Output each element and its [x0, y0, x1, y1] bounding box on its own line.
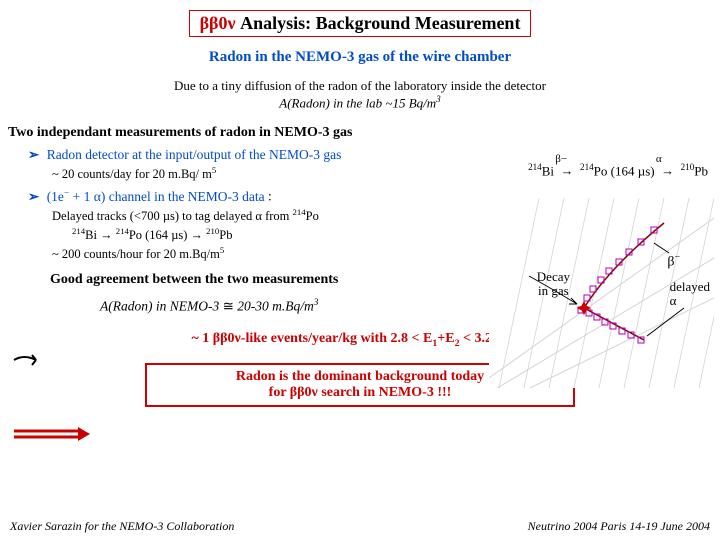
- title-box: ββ0ν Analysis: Background Measurement: [189, 10, 532, 37]
- due-line2: A(Radon) in the lab ~15 Bq/m3: [0, 94, 720, 111]
- bullet-2-sub3: ~ 200 counts/hour for 20 m.Bq/m5: [52, 245, 478, 262]
- bullet-2-sub1: Delayed tracks (<700 µs) to tag delayed …: [52, 207, 478, 224]
- decay-label: Decay in gas: [537, 270, 570, 299]
- beta-label: β−: [667, 252, 680, 271]
- decay-chain: 214Bi β−→ 214Po (164 µs) α→ 210Pb: [528, 162, 708, 179]
- title-row: ββ0ν Analysis: Background Measurement: [0, 0, 720, 37]
- bullet-2-sub2: 214Bi → 214Po (164 µs) → 210Pb: [72, 226, 478, 243]
- title-greek: ββ0ν: [200, 13, 236, 33]
- title-text: ββ0ν Analysis: Background Measurement: [200, 13, 521, 33]
- arrow-icon: ➢: [28, 189, 39, 204]
- title-rest: Analysis: Background Measurement: [236, 13, 521, 33]
- bullet-1-sub: ~ 20 counts/day for 20 m.Bq/ m5: [52, 165, 478, 182]
- arrow-icon: ➢: [28, 147, 39, 162]
- footer-right: Neutrino 2004 Paris 14-19 June 2004: [528, 519, 710, 534]
- measure-line: Two independant measurements of radon in…: [8, 125, 478, 141]
- activity-line: A(Radon) in NEMO-3 ≅ 20-30 m.Bq/m3: [100, 298, 478, 315]
- bullet-2: ➢ (1e− + 1 α) channel in the NEMO-3 data…: [28, 188, 478, 205]
- footer-left: Xavier Sarazin for the NEMO-3 Collaborat…: [10, 519, 234, 534]
- subtitle: Radon in the NEMO-3 gas of the wire cham…: [0, 49, 720, 66]
- good-line: Good agreement between the two measureme…: [50, 272, 478, 288]
- hand-arrow-icon: [12, 350, 46, 375]
- hand-arrow-icon: [12, 425, 92, 450]
- delayed-label: delayed α: [670, 280, 710, 309]
- bullet-1: ➢ Radon detector at the input/output of …: [28, 147, 478, 163]
- due-line1: Due to a tiny diffusion of the radon of …: [0, 78, 720, 94]
- due-block: Due to a tiny diffusion of the radon of …: [0, 78, 720, 111]
